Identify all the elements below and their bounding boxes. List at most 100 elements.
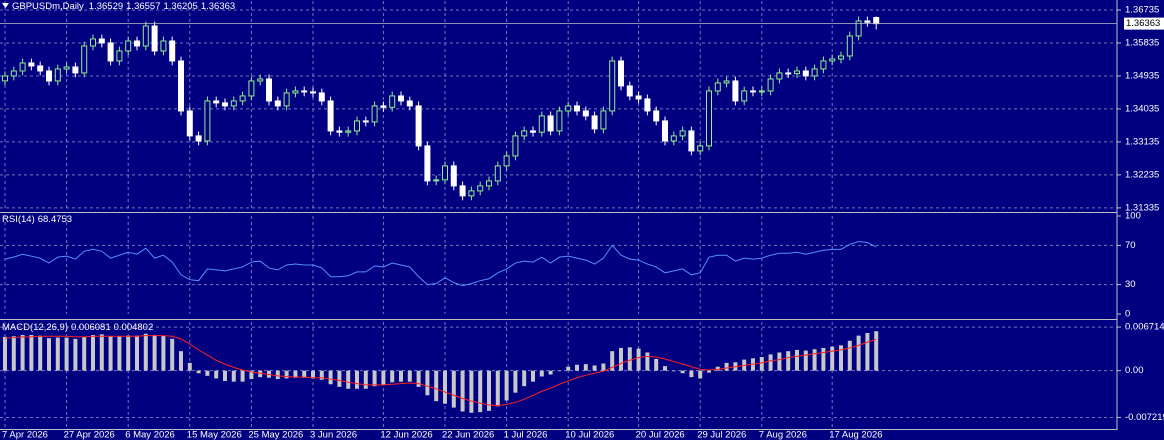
macd-bar xyxy=(91,334,95,371)
macd-bar xyxy=(381,370,386,385)
y-tick-label: 70 xyxy=(1125,240,1136,251)
x-tick-label: 20 Jul 2026 xyxy=(636,430,685,440)
candle-body xyxy=(530,130,536,133)
macd-bar xyxy=(856,335,861,371)
macd-bar xyxy=(425,370,430,396)
y-tick-label: 100 xyxy=(1125,211,1141,222)
macd-bar xyxy=(487,370,491,411)
symbol: GBPUSDm,Daily xyxy=(12,1,84,12)
candle-body xyxy=(310,91,316,94)
candle-body xyxy=(662,120,668,142)
macd-bar xyxy=(337,370,342,387)
candle-body xyxy=(336,130,343,133)
candle-body xyxy=(151,25,158,52)
candle-body xyxy=(37,65,44,72)
macd-bar xyxy=(821,347,826,371)
y-tick-label: 0 xyxy=(1125,309,1130,320)
macd-bar xyxy=(117,336,122,371)
macd-bar xyxy=(38,335,43,371)
macd-bar xyxy=(654,358,659,371)
candle-body xyxy=(125,40,132,52)
candle-body xyxy=(415,105,422,147)
candle-body xyxy=(626,85,633,97)
macd-bar xyxy=(680,370,685,374)
macd-bar xyxy=(513,370,518,393)
macd-bar xyxy=(715,366,720,371)
candle-body xyxy=(767,78,774,92)
candle-body xyxy=(107,42,114,62)
macd-bar xyxy=(847,340,852,371)
candle-body xyxy=(2,75,8,82)
macd-bar xyxy=(3,336,7,371)
candle-body xyxy=(750,90,756,93)
macd-bar xyxy=(531,370,535,382)
macd-bar xyxy=(108,336,113,371)
macd-title: MACD(12,26,9) 0.006081 0.004802 xyxy=(2,322,153,333)
macd-bar xyxy=(355,370,359,389)
x-tick-label: 10 Jul 2026 xyxy=(565,430,614,440)
macd-bar xyxy=(592,365,597,371)
y-tick-label: 1.36735 xyxy=(1125,4,1159,15)
macd-name: MACD(12,26,9) xyxy=(2,322,68,333)
macd-bar xyxy=(363,370,368,389)
macd-bar xyxy=(522,370,527,387)
open: 1.36529 xyxy=(89,1,123,12)
macd-bar xyxy=(671,370,676,372)
candle-body xyxy=(301,90,308,93)
y-tick-label: 1.31335 xyxy=(1125,202,1159,213)
candle-body xyxy=(46,70,52,82)
candle-body xyxy=(19,62,26,72)
candle-body xyxy=(134,40,140,47)
macd-bar xyxy=(284,370,289,379)
candle-body xyxy=(292,90,299,94)
candle-body xyxy=(10,70,17,77)
macd-bar xyxy=(179,351,183,371)
macd-bar xyxy=(196,370,201,374)
x-tick-label: 15 May 2026 xyxy=(187,430,242,440)
rsi-line xyxy=(4,240,877,287)
current-price-label: 1.36363 xyxy=(1126,18,1160,29)
y-tick-label: 1.35835 xyxy=(1125,37,1159,48)
macd-bar xyxy=(865,333,870,371)
macd-bar xyxy=(319,370,324,380)
macd-bar xyxy=(55,337,60,371)
macd-bar xyxy=(231,370,236,382)
macd-bar xyxy=(346,370,351,389)
macd-bar xyxy=(830,346,835,371)
menu-arrow[interactable] xyxy=(2,3,9,8)
y-tick-label: 1.34035 xyxy=(1125,103,1159,114)
candle-body xyxy=(178,60,184,112)
macd-bar xyxy=(689,370,694,378)
macd-bar xyxy=(399,370,403,382)
candle-body xyxy=(459,185,466,197)
candle-body xyxy=(327,100,334,132)
macd-bar xyxy=(645,352,650,371)
macd-bar xyxy=(759,357,764,371)
x-tick-label: 25 May 2026 xyxy=(248,430,303,440)
candle-body xyxy=(697,145,704,152)
candle-body xyxy=(257,78,264,82)
candle-body xyxy=(345,130,352,133)
candle-body xyxy=(591,115,598,130)
candle-body xyxy=(609,60,616,112)
candle-body xyxy=(283,92,290,107)
candle-body xyxy=(574,105,580,112)
candle-body xyxy=(794,70,800,75)
macd-bar xyxy=(20,334,25,371)
macd-bar xyxy=(839,345,843,371)
macd-bar xyxy=(777,352,782,371)
candle-body xyxy=(318,92,325,102)
candle-body xyxy=(160,40,167,52)
candle-body xyxy=(195,135,202,142)
candle-body xyxy=(565,105,572,112)
macd-bar xyxy=(724,362,729,371)
price-title: GBPUSDm,Daily 1.36529 1.36557 1.36205 1.3636… xyxy=(12,1,235,12)
candle-body xyxy=(618,60,624,87)
macd-bar xyxy=(575,364,579,371)
rsi-name: RSI(14) xyxy=(2,214,35,225)
candle-body xyxy=(54,68,61,82)
x-tick-label: 27 Apr 2026 xyxy=(64,430,115,440)
candle-body xyxy=(424,145,431,182)
macd-bar xyxy=(416,370,421,387)
y-tick-label: 0.00 xyxy=(1125,365,1144,376)
